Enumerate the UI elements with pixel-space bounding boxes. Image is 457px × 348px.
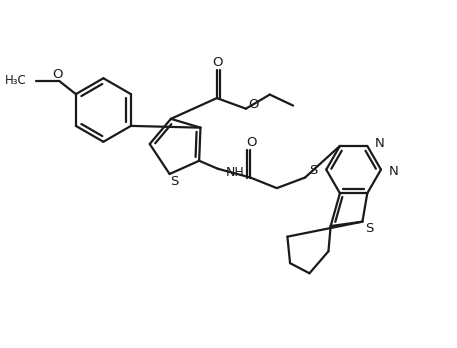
Text: S: S — [170, 175, 178, 189]
Text: O: O — [52, 68, 63, 81]
Text: S: S — [365, 222, 374, 235]
Text: N: N — [389, 165, 399, 178]
Text: O: O — [213, 56, 223, 69]
Text: N: N — [375, 137, 385, 150]
Text: NH: NH — [226, 166, 244, 179]
Text: O: O — [246, 136, 256, 149]
Text: O: O — [249, 98, 259, 111]
Text: S: S — [309, 164, 317, 177]
Text: H₃C: H₃C — [5, 74, 27, 87]
